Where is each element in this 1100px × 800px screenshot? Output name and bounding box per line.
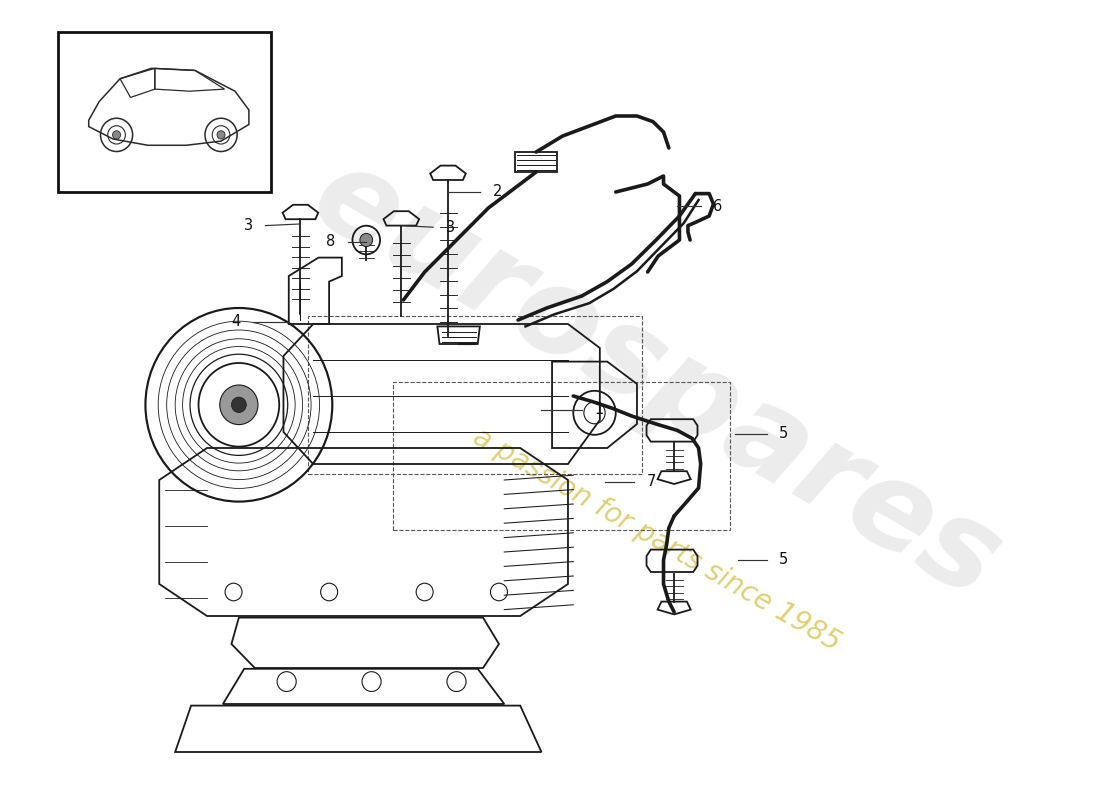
Circle shape xyxy=(112,130,121,139)
Bar xyxy=(58,32,271,192)
Text: 5: 5 xyxy=(779,553,789,567)
Circle shape xyxy=(231,397,246,413)
Text: 3: 3 xyxy=(244,218,253,233)
Text: 3: 3 xyxy=(446,220,454,234)
Text: 5: 5 xyxy=(779,426,789,441)
Text: 7: 7 xyxy=(647,474,656,489)
Circle shape xyxy=(220,385,258,425)
Text: 4: 4 xyxy=(231,314,240,329)
Circle shape xyxy=(360,234,373,246)
Text: 8: 8 xyxy=(327,234,336,249)
Text: a passion for parts since 1985: a passion for parts since 1985 xyxy=(468,423,845,657)
Text: eurospares: eurospares xyxy=(293,136,1020,624)
Text: 1: 1 xyxy=(594,402,604,417)
Circle shape xyxy=(217,130,226,139)
Text: 2: 2 xyxy=(493,185,502,199)
Text: 6: 6 xyxy=(713,199,723,214)
